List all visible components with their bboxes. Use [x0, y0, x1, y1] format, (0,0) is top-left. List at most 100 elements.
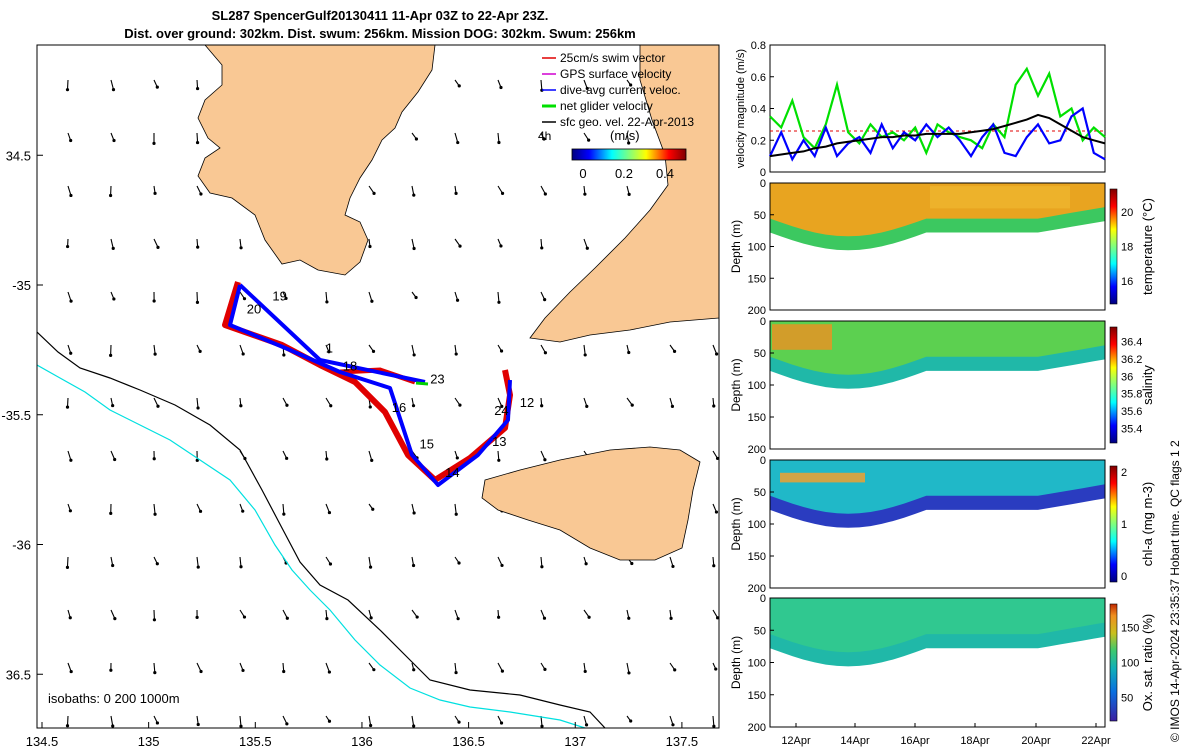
- current-vector: [454, 662, 457, 673]
- waypoint-label: 14: [445, 465, 459, 480]
- colorbar-ylabel: salinity: [1140, 365, 1155, 405]
- current-vector-head: [69, 669, 73, 674]
- colorbar-tick-label: 36.2: [1121, 354, 1142, 366]
- colorbar-ylabel: chl-a (mg m-3): [1140, 482, 1155, 567]
- current-vector-head: [500, 563, 504, 568]
- current-vector-head: [113, 457, 117, 462]
- current-vector-head: [111, 246, 115, 250]
- waypoint-label: 19: [272, 289, 286, 304]
- current-vector: [540, 79, 543, 91]
- velocity-ylabel: velocity magnitude (m/s): [735, 49, 747, 168]
- current-vector-head: [368, 244, 372, 249]
- current-vector-head: [457, 561, 461, 565]
- legend-entry: 25cm/s swim vector: [560, 51, 665, 65]
- current-vector: [712, 715, 715, 727]
- current-vector-head: [239, 724, 243, 728]
- current-vector-head: [195, 615, 199, 619]
- depth-tick-label: 100: [748, 242, 766, 254]
- current-vector-head: [153, 670, 157, 675]
- current-vector-head: [372, 668, 376, 672]
- time-tick-label: 18Apr: [960, 735, 990, 747]
- current-vector-head: [111, 563, 115, 568]
- waypoint-label: 13: [492, 434, 506, 449]
- current-vector-head: [412, 193, 416, 197]
- time-tick-label: 16Apr: [900, 735, 930, 747]
- map-x-tick-label: 136.5: [452, 734, 485, 749]
- depth-ylabel: Depth (m): [729, 220, 743, 273]
- current-vector-head: [456, 617, 460, 621]
- profile-high-patch: [780, 472, 865, 483]
- current-vector-head: [69, 458, 73, 462]
- colorbar-tick-label: 36.4: [1121, 337, 1142, 349]
- colorbar-tick-label: 35.8: [1121, 389, 1142, 401]
- current-vector: [454, 132, 459, 143]
- current-vector-head: [327, 719, 332, 723]
- profile-colorbar: [1109, 465, 1118, 583]
- profile-panel: 0 50 100 150 200 Depth (m) 35.4 35.6 35.8 36 36.2 3…: [729, 316, 1155, 456]
- current-vector-head: [285, 616, 289, 620]
- colorbar-label: (m/s): [610, 128, 640, 143]
- colorbar-tick-label: 16: [1121, 276, 1133, 288]
- colorbar-ylabel: Ox. sat. ratio (%): [1140, 614, 1155, 712]
- current-vector-head: [195, 300, 200, 304]
- current-vector: [239, 556, 242, 567]
- current-vector-head: [155, 721, 160, 725]
- waypoint-label: 18: [343, 359, 357, 374]
- current-vector-head: [328, 562, 333, 566]
- current-vector-head: [630, 403, 634, 407]
- current-vector-head: [153, 352, 157, 356]
- depth-tick-label: 100: [748, 380, 766, 392]
- depth-tick-label: 0: [760, 593, 766, 605]
- current-vector-head: [587, 615, 591, 619]
- current-vector-head: [411, 404, 416, 408]
- current-vector-head: [111, 724, 115, 728]
- current-vector: [67, 291, 72, 302]
- current-vector: [626, 132, 630, 144]
- current-vector-head: [497, 615, 501, 619]
- current-vector-head: [112, 138, 116, 143]
- current-vector-head: [368, 405, 372, 409]
- map-panel: 19 20 1 18 23 16 15 14 13 12 24 isobaths: 0 200 10…: [37, 45, 719, 728]
- profile-colorbar: [1109, 603, 1118, 722]
- current-vector: [196, 556, 199, 568]
- current-vector-head: [153, 191, 157, 195]
- waypoint-label: 16: [392, 400, 406, 415]
- current-vector-head: [500, 404, 504, 409]
- current-vector-head: [156, 245, 160, 250]
- current-vector-head: [239, 565, 243, 569]
- time-tick-label: 12Apr: [781, 735, 811, 747]
- map-y-tick-label: 36.5: [6, 667, 31, 682]
- current-vector: [67, 450, 72, 461]
- current-vector: [325, 291, 328, 302]
- colorbar-note: 4h: [538, 129, 551, 143]
- current-vector-head: [412, 511, 416, 515]
- current-vector-head: [239, 246, 243, 250]
- colorbar-tick-label: 2: [1121, 467, 1127, 479]
- colorbar-tick-label: 36: [1121, 371, 1133, 383]
- current-vector-head: [239, 404, 243, 408]
- current-vector-head: [627, 192, 631, 196]
- current-vector-head: [540, 404, 544, 408]
- speed-colorbar: [571, 148, 687, 161]
- current-vector-head: [69, 138, 73, 143]
- current-vector-head: [458, 403, 462, 407]
- velocity-panel: 0 0.2 0.4 0.6 0.8 velocity magnitude (m/s): [735, 40, 1106, 179]
- current-vector-head: [714, 510, 719, 514]
- current-vector-head: [499, 349, 504, 353]
- velocity-axes-frame: [769, 44, 1106, 173]
- velocity-y-tick-label: 0.6: [751, 72, 766, 84]
- current-vector: [66, 79, 69, 90]
- current-vector-head: [584, 723, 589, 727]
- current-vector-head: [325, 617, 329, 621]
- depth-ylabel: Depth (m): [729, 636, 743, 689]
- depth-tick-label: 50: [754, 625, 766, 637]
- depth-tick-label: 0: [760, 316, 766, 328]
- legend-entry: sfc geo. vel. 22-Apr-2013: [560, 115, 694, 129]
- track-green-net: [415, 381, 429, 386]
- land-eastern-mainland: [529, 45, 719, 343]
- depth-tick-label: 200: [748, 583, 766, 595]
- colorbar-tick-label: 1: [1121, 519, 1127, 531]
- land-kangaroo-island: [481, 446, 701, 561]
- current-vector: [540, 715, 543, 727]
- chart-title: SL287 SpencerGulf20130411 11-Apr 03Z to …: [211, 8, 549, 23]
